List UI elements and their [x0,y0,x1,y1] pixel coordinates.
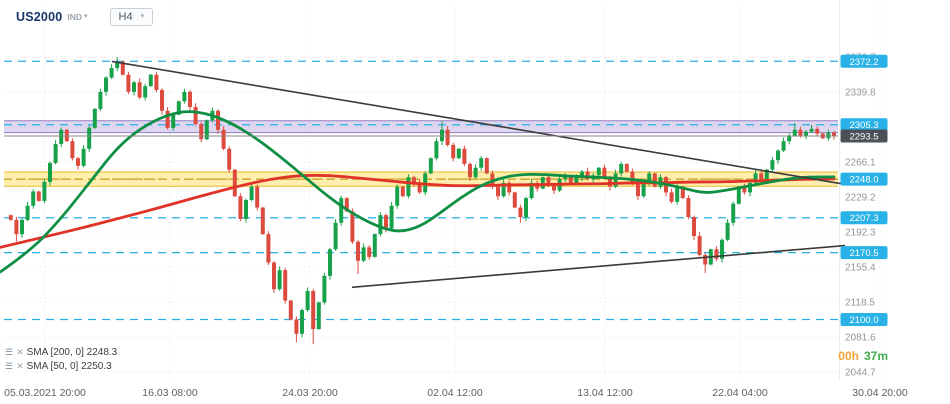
svg-text:2192.3: 2192.3 [845,227,876,238]
chevron-down-icon: ▾ [84,13,88,20]
price-zones [4,120,838,187]
trendlines[interactable] [111,60,849,289]
svg-text:2372.2: 2372.2 [849,57,878,68]
svg-text:2118.5: 2118.5 [845,297,875,308]
indicator-label: SMA [50, 0] 2250.3 [26,360,112,372]
svg-text:2266.1: 2266.1 [845,157,876,168]
svg-text:30.04 20:00: 30.04 20:00 [852,387,908,399]
svg-text:02.04 12:00: 02.04 12:00 [427,387,483,399]
countdown-hours: 00h [838,349,859,363]
chevron-down-icon: ▾ [140,13,145,20]
svg-text:2293.5: 2293.5 [849,131,878,142]
x-axis-labels: 05.03.2021 20:00 16.03 08:00 24.03 20:00 02… [4,387,908,399]
indicator-row-sma50: ☰ ✕ SMA [50, 0] 2250.3 [5,359,117,373]
indicator-label: SMA [200, 0] 2248.3 [26,346,118,358]
sma-200-line[interactable] [0,173,836,249]
chart-header: US2000 IND ▾ H4 ▾ [16,8,154,26]
svg-text:22.04 04:00: 22.04 04:00 [712,387,768,399]
svg-text:2305.3: 2305.3 [849,120,878,131]
candle-countdown: 00h 37m [838,349,888,363]
grid-lines [4,0,881,380]
sma-50-line[interactable] [0,110,836,274]
candles-layer [8,57,836,345]
svg-text:2170.5: 2170.5 [849,248,878,259]
svg-text:2229.2: 2229.2 [845,192,876,203]
indicator-legend: ☰ ✕ SMA [200, 0] 2248.3 ☰ ✕ SMA [50, 0] … [5,345,117,373]
price-level-label [840,54,888,68]
countdown-minutes: 37m [863,349,888,363]
symbol-title[interactable]: US2000 [16,10,63,24]
instrument-type-dropdown[interactable]: IND ▾ [67,12,87,22]
svg-text:2155.4: 2155.4 [845,262,876,273]
current-price-label [840,129,888,143]
timeframe-label: H4 [118,11,133,23]
price-level-label [840,313,888,327]
svg-text:2207.3: 2207.3 [849,213,878,224]
instrument-type-label: IND [67,12,83,22]
svg-text:05.03.2021 20:00: 05.03.2021 20:00 [4,387,86,399]
svg-text:2081.6: 2081.6 [845,332,876,343]
price-level-badges: 2372.2 2305.3 2248.0 2207.3 2170.5 2100.0 2293… [840,54,888,327]
indicator-remove-icon[interactable]: ✕ [16,361,24,371]
timeframe-dropdown[interactable]: H4 ▾ [109,8,154,26]
svg-text:16.03 08:00: 16.03 08:00 [142,387,198,399]
price-level-label [840,172,888,186]
svg-text:2044.7: 2044.7 [845,368,876,379]
svg-text:13.04 12:00: 13.04 12:00 [577,387,633,399]
indicator-settings-icon[interactable]: ☰ [5,347,14,357]
svg-text:2339.8: 2339.8 [845,88,876,99]
price-level-label [840,211,888,225]
svg-text:2100.0: 2100.0 [849,315,878,326]
svg-text:2248.0: 2248.0 [849,175,878,186]
indicator-remove-icon[interactable]: ✕ [16,347,24,357]
svg-text:24.03 20:00: 24.03 20:00 [282,387,338,399]
price-level-label [840,118,888,132]
indicator-settings-icon[interactable]: ☰ [5,361,14,371]
price-level-label [840,246,888,260]
indicator-row-sma200: ☰ ✕ SMA [200, 0] 2248.3 [5,345,117,359]
